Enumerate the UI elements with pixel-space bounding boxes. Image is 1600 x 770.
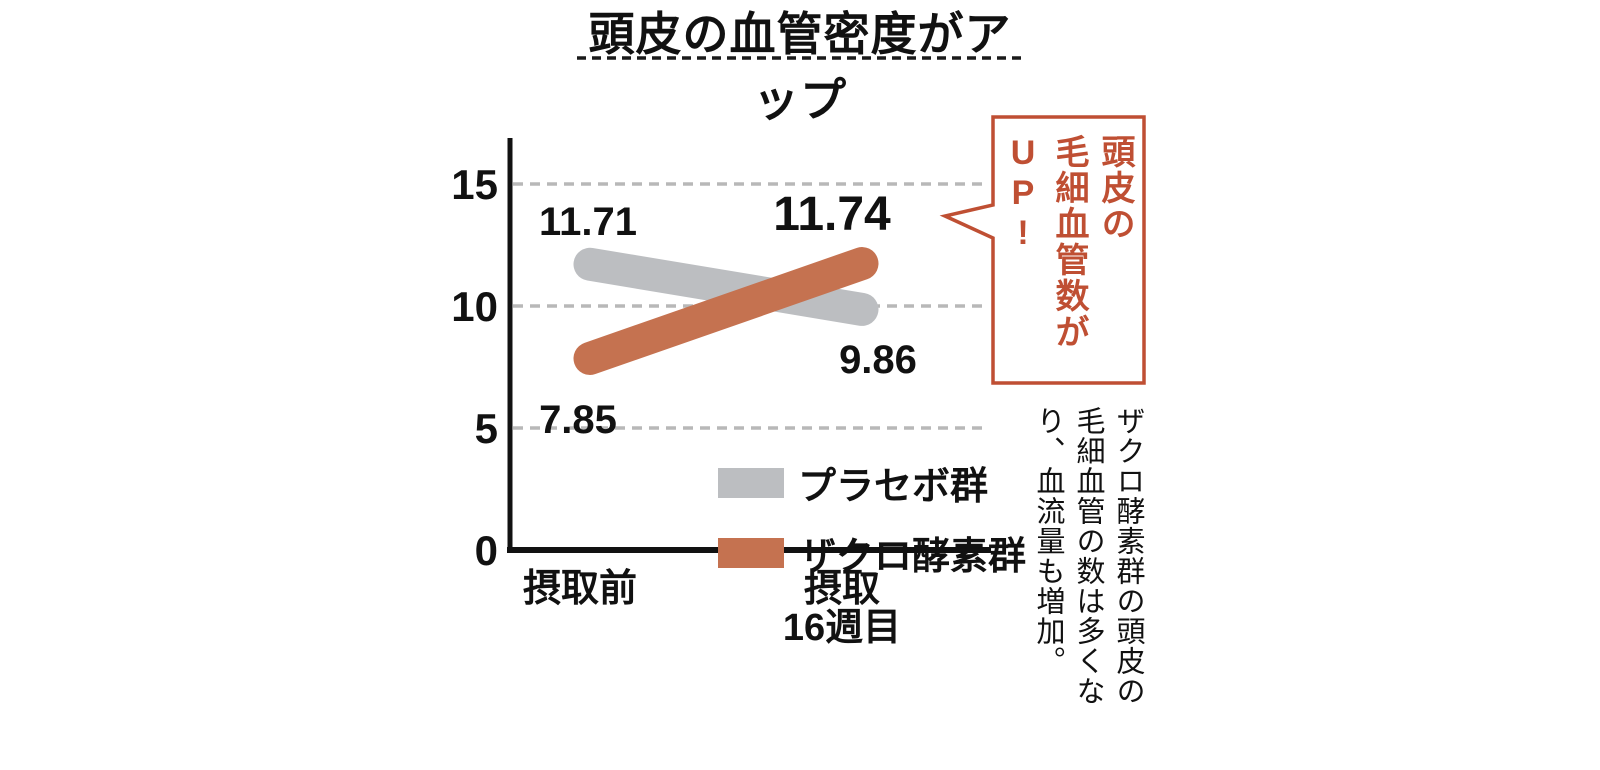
value-zakuro-before: 7.85 [539,398,617,442]
x-tick-week16: 摂取 16週目 [782,568,902,649]
legend: プラセボ群 ザクロ酵素群 [718,455,1026,580]
series-line-placebo [573,247,879,326]
callout-text: 頭皮の 毛細血管数が UP! [1004,134,1134,350]
y-tick-15: 15 [451,161,498,208]
series-line-zakuro [573,247,879,375]
y-tick-0: 0 [474,527,498,574]
value-placebo-before: 11.71 [539,200,637,244]
legend-item-zakuro: ザクロ酵素群 [718,525,1026,580]
y-tick-5: 5 [474,405,498,452]
legend-label-zakuro: ザクロ酵素群 [798,536,1027,578]
side-note: ザクロ酵素群の頭皮の 毛細血管の数は多くな り、血流量も増加。 [1032,406,1144,706]
value-placebo-week16: 9.86 [839,338,917,382]
y-tick-10: 10 [451,283,498,330]
legend-label-placebo: プラセボ群 [798,466,989,508]
x-tick-before: 摂取前 [522,568,637,610]
legend-swatch-placebo [718,467,784,498]
callout-bubble [939,115,1146,385]
legend-item-placebo: プラセボ群 [718,455,1026,510]
gridlines [513,182,985,430]
page-title: 頭皮の血管密度がアップ [588,8,1012,126]
legend-swatch-zakuro [718,537,784,568]
value-zakuro-week16: 11.74 [773,188,891,241]
